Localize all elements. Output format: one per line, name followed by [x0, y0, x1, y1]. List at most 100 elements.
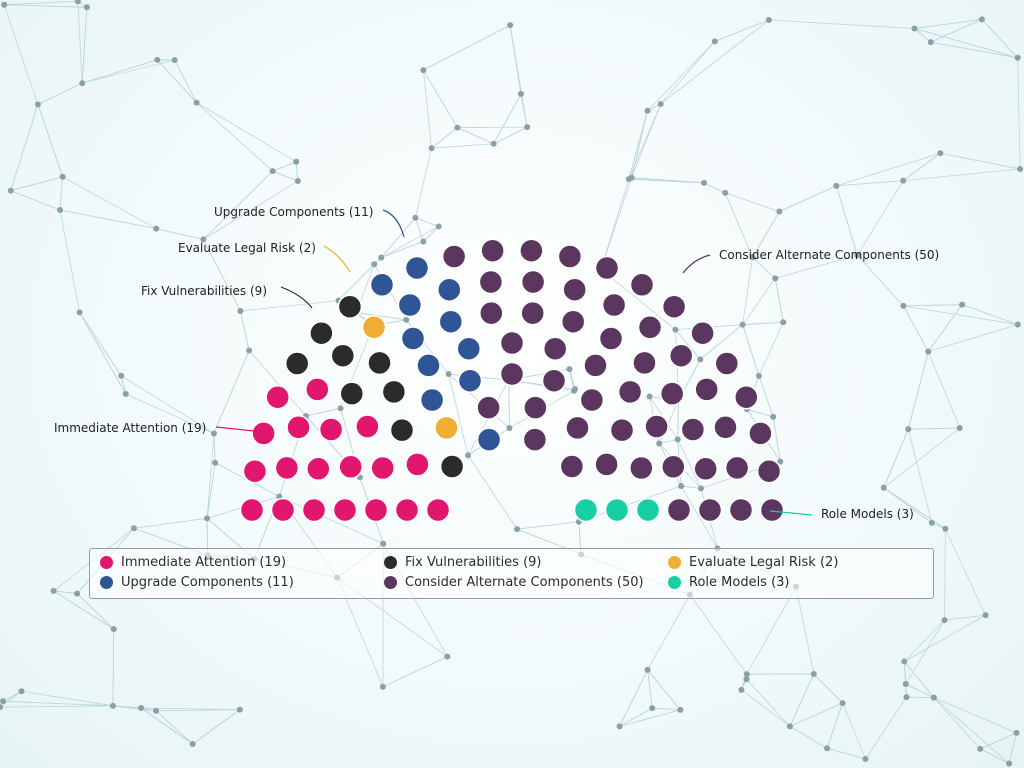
legend-label: Immediate Attention (19)	[121, 555, 287, 570]
network-node	[833, 182, 840, 189]
network-node	[927, 39, 934, 46]
network-line	[415, 217, 439, 227]
seat-fix-vulnerabilities	[381, 379, 407, 405]
network-node	[743, 671, 750, 678]
network-line	[865, 696, 907, 760]
network-line	[203, 239, 241, 312]
network-node	[755, 372, 762, 379]
network-line	[883, 427, 961, 489]
seat-consider-alternate-components	[694, 377, 719, 402]
network-node	[293, 158, 300, 165]
network-line	[37, 104, 64, 177]
seat-consider-alternate-components	[523, 395, 548, 420]
seat-consider-alternate-components	[697, 497, 723, 523]
network-node	[982, 612, 989, 619]
network-line	[59, 209, 80, 313]
network-line	[79, 312, 122, 376]
network-line	[628, 178, 705, 184]
callout-label: Immediate Attention (19)	[54, 421, 206, 435]
seat-immediate-attention	[251, 421, 276, 446]
network-line	[940, 152, 1021, 170]
network-node	[711, 38, 718, 45]
network-line	[174, 59, 197, 103]
network-node	[420, 238, 427, 245]
callout-label: Upgrade Components (11)	[214, 205, 374, 219]
network-line	[4, 4, 87, 8]
seat-upgrade-components	[476, 427, 502, 452]
network-node	[880, 484, 887, 491]
network-node	[153, 707, 160, 714]
network-line	[62, 176, 157, 229]
seat-consider-alternate-components	[734, 384, 759, 410]
network-node	[644, 666, 651, 673]
network-line	[746, 679, 791, 727]
network-line	[628, 103, 662, 180]
network-line	[927, 351, 961, 429]
network-node	[854, 252, 861, 259]
seat-fix-vulnerabilities	[284, 351, 310, 376]
network-node	[902, 680, 909, 687]
legend-swatch	[384, 556, 397, 569]
network-node	[697, 485, 704, 492]
seat-upgrade-components	[404, 255, 430, 281]
network-node	[616, 723, 623, 730]
network-line	[930, 18, 983, 43]
seat-consider-alternate-components	[632, 350, 657, 376]
network-line	[120, 375, 127, 395]
seat-consider-alternate-components	[668, 343, 694, 368]
network-line	[493, 93, 522, 144]
network-line	[422, 70, 432, 149]
network-line	[680, 485, 718, 549]
seat-consider-alternate-components	[629, 455, 654, 481]
network-line	[980, 732, 1017, 750]
network-node	[212, 459, 219, 466]
network-line	[933, 697, 1010, 764]
network-node	[0, 698, 7, 705]
seat-consider-alternate-components	[728, 497, 754, 523]
network-line	[774, 278, 784, 323]
network-line	[196, 102, 273, 172]
network-node	[83, 4, 90, 11]
network-line	[856, 180, 904, 256]
seat-consider-alternate-components	[565, 415, 590, 441]
network-line	[380, 217, 416, 258]
network-line	[789, 726, 828, 749]
seat-immediate-attention	[355, 414, 380, 439]
network-node	[770, 413, 777, 420]
seat-evaluate-legal-risk	[434, 415, 459, 441]
network-line	[37, 82, 83, 105]
seat-evaluate-legal-risk	[361, 315, 387, 340]
network-line	[156, 709, 240, 712]
network-line	[933, 697, 981, 750]
network-line	[380, 226, 439, 258]
network-line	[382, 656, 448, 688]
seat-consider-alternate-components	[519, 238, 544, 263]
seat-immediate-attention	[318, 417, 344, 442]
network-line	[338, 264, 375, 301]
seat-consider-alternate-components	[659, 381, 685, 406]
network-line	[904, 614, 986, 662]
network-line	[903, 661, 907, 698]
network-line	[779, 185, 837, 212]
network-line	[903, 305, 1018, 325]
network-node	[380, 540, 387, 547]
network-node	[1017, 165, 1024, 172]
network-node	[649, 705, 656, 712]
callout-label: Consider Alternate Components (50)	[719, 248, 939, 262]
network-node	[200, 236, 207, 243]
seat-upgrade-components	[437, 277, 462, 302]
seat-fix-vulnerabilities	[439, 454, 465, 479]
network-node	[109, 702, 116, 709]
network-node	[777, 458, 784, 465]
seat-consider-alternate-components	[499, 361, 525, 387]
seat-upgrade-components	[397, 292, 423, 318]
network-line	[789, 702, 843, 727]
seat-consider-alternate-components	[601, 292, 627, 318]
network-line	[752, 211, 780, 258]
network-line	[213, 433, 216, 463]
network-line	[112, 705, 157, 712]
network-line	[133, 517, 208, 529]
legend-swatch	[100, 576, 113, 589]
network-line	[10, 104, 39, 191]
network-line	[752, 257, 776, 279]
